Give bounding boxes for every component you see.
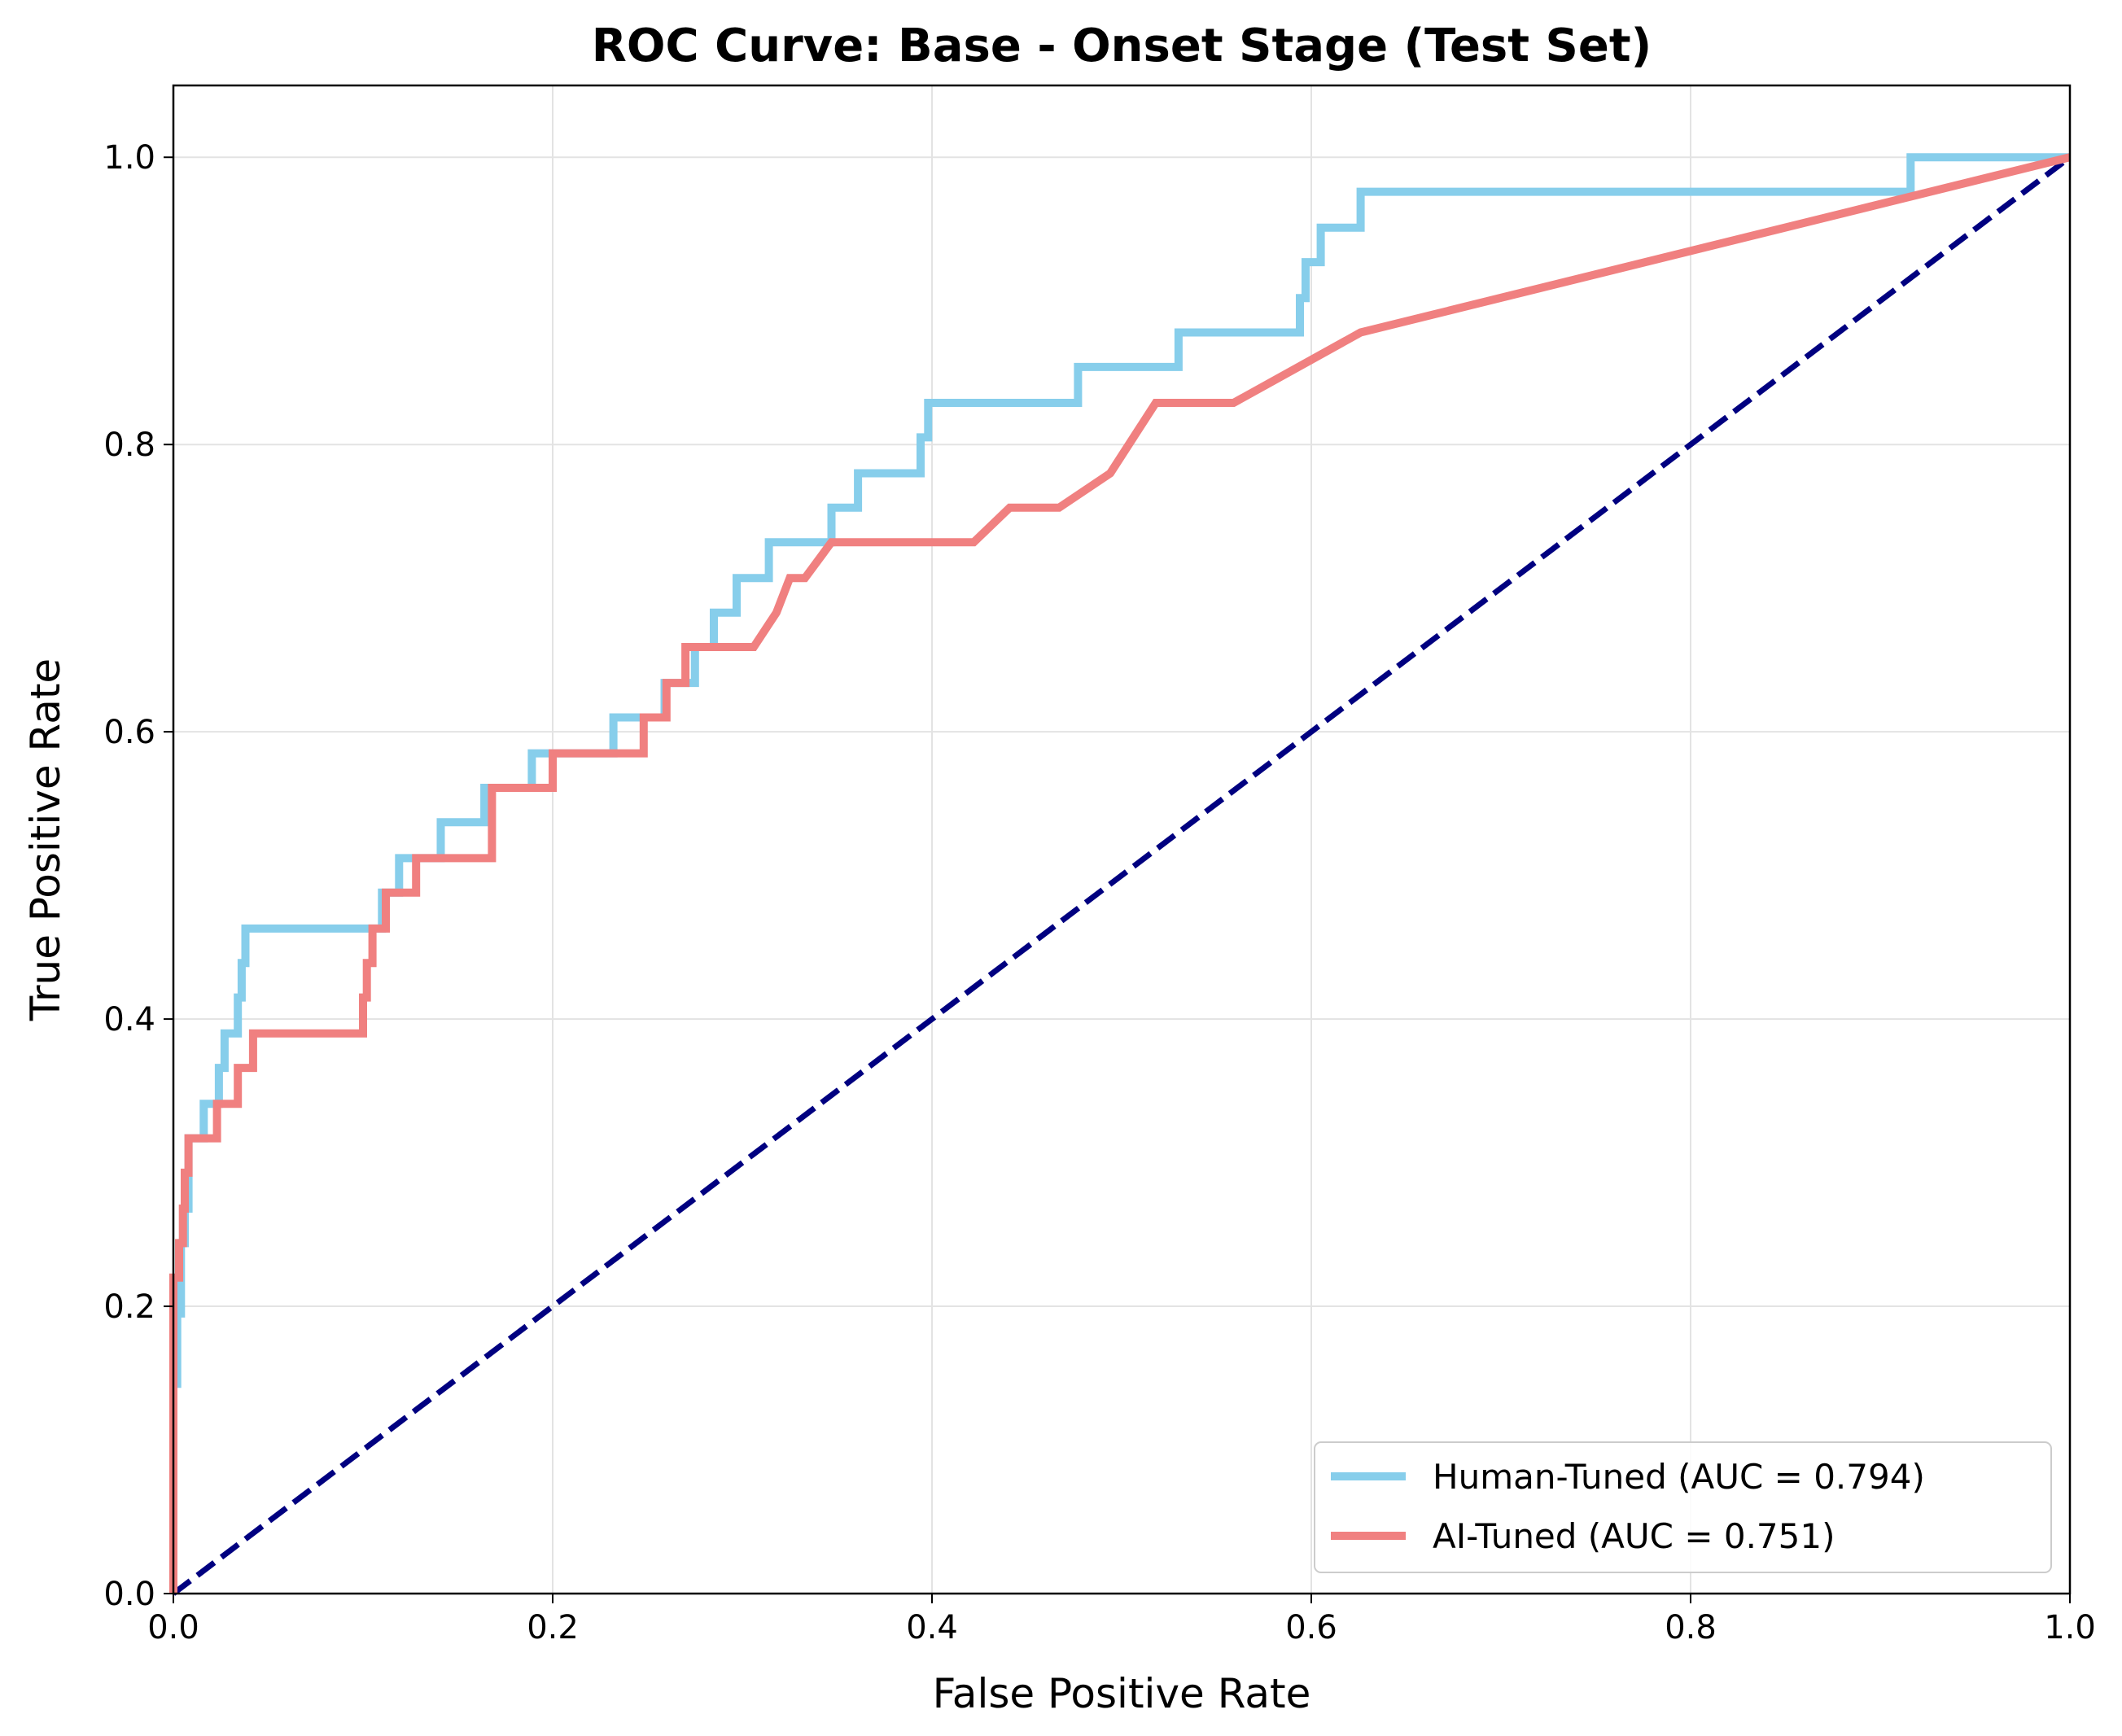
- legend: Human-Tuned (AUC = 0.794) AI-Tuned (AUC =…: [1314, 1441, 2052, 1573]
- y-tick-label: 0.0: [103, 1576, 155, 1613]
- series-line-ai-tuned: [169, 153, 2072, 1594]
- chart-title: ROC Curve: Base - Onset Stage (Test Set): [592, 20, 1652, 72]
- x-tick-label: 0.4: [906, 1609, 958, 1646]
- grid: [173, 85, 2071, 1594]
- y-axis-label: True Positive Rate: [22, 658, 69, 1021]
- y-tick-label: 0.8: [103, 426, 155, 464]
- y-axis-ticks: 0.0 0.2 0.4 0.6 0.8 1.0: [103, 139, 173, 1613]
- axes-frame: [172, 84, 2072, 1595]
- x-tick-label: 0.0: [147, 1609, 199, 1646]
- legend-label: AI-Tuned (AUC = 0.751): [1433, 1516, 1835, 1556]
- y-tick-label: 0.2: [103, 1288, 155, 1326]
- x-tick-label: 0.6: [1285, 1609, 1337, 1646]
- x-tick-label: 0.2: [527, 1609, 579, 1646]
- plot-lines: [169, 153, 2072, 1596]
- x-axis-label: False Positive Rate: [933, 1670, 1311, 1717]
- x-axis-ticks: 0.0 0.2 0.4 0.6 0.8 1.0: [147, 1594, 2096, 1646]
- series-line-human-tuned: [169, 153, 2070, 1594]
- legend-label: Human-Tuned (AUC = 0.794): [1433, 1457, 1925, 1497]
- legend-box: [1314, 1441, 2052, 1573]
- y-tick-label: 0.6: [103, 714, 155, 751]
- y-tick-label: 1.0: [103, 139, 155, 177]
- y-tick-label: 0.4: [103, 1001, 155, 1039]
- reference-diagonal-line: [171, 155, 2072, 1596]
- x-tick-label: 1.0: [2044, 1609, 2096, 1646]
- x-tick-label: 0.8: [1665, 1609, 1717, 1646]
